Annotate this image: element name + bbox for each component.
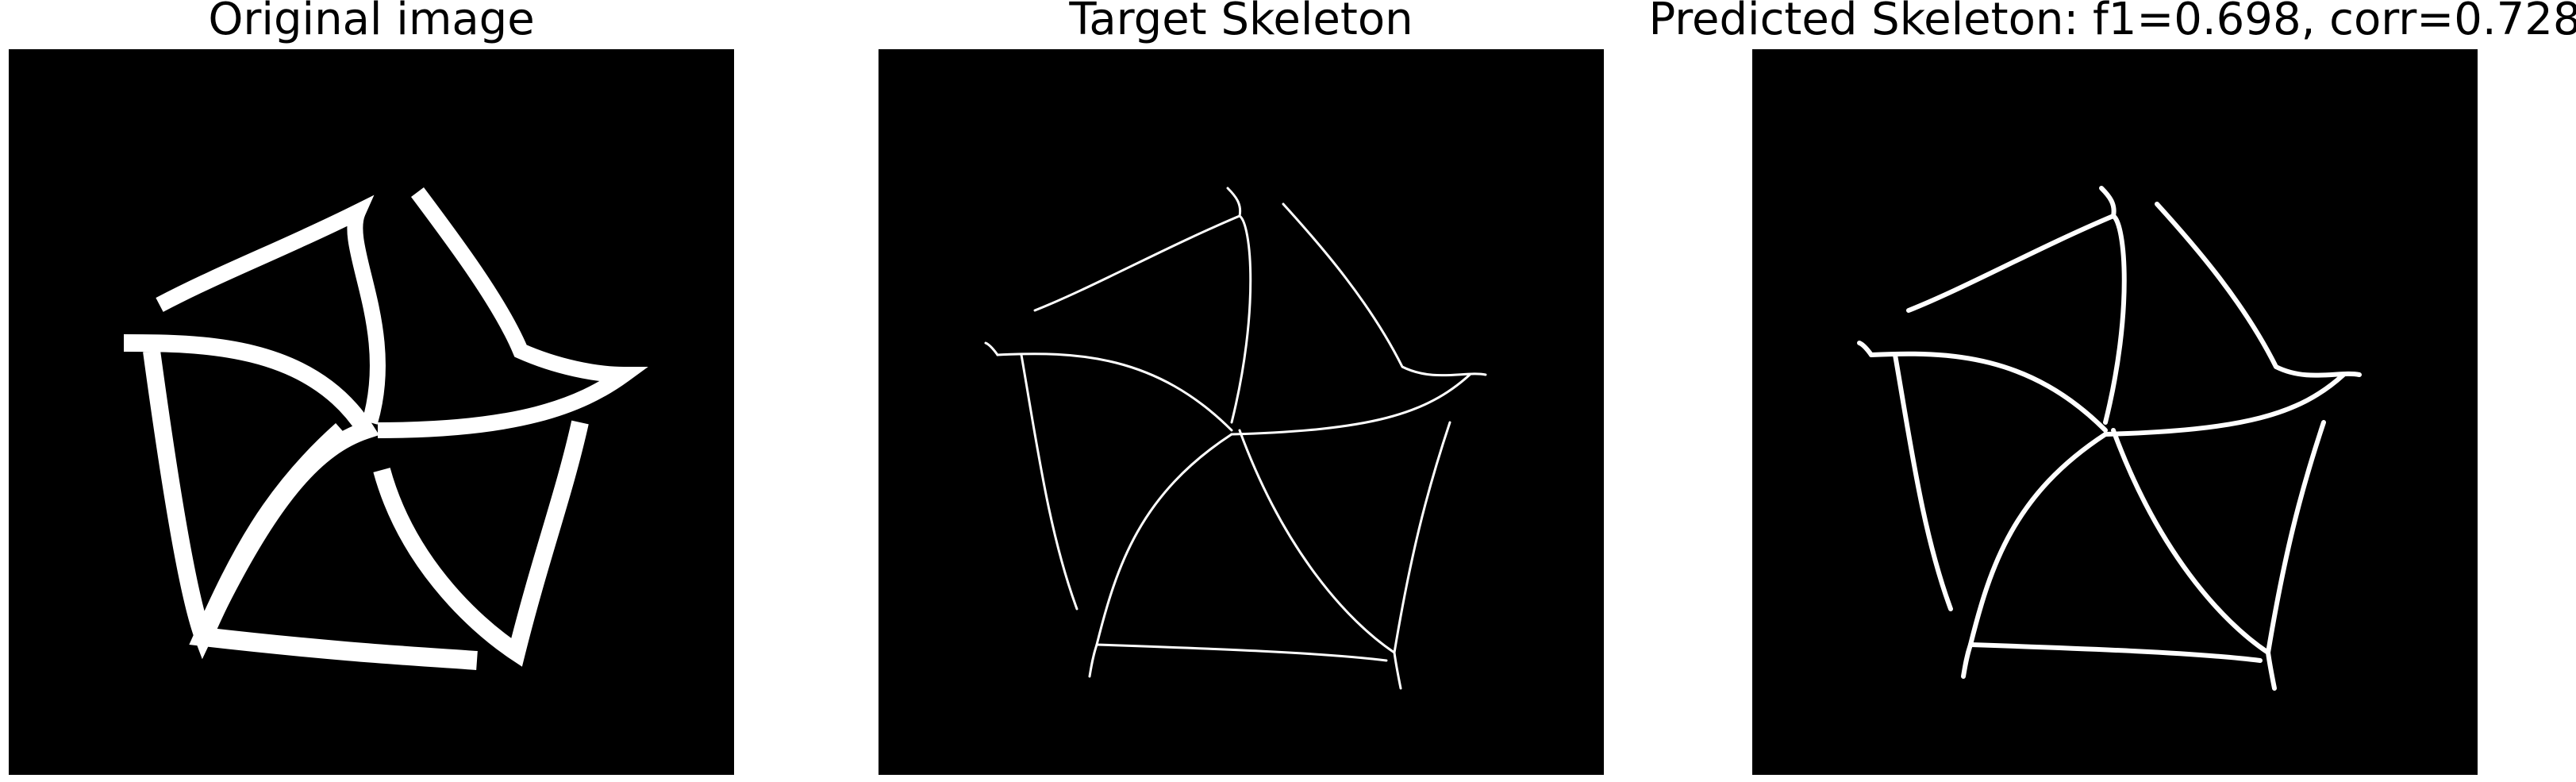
panel-title-original: Original image: [208, 0, 535, 45]
target-skeleton-figure: [879, 49, 1604, 775]
target-skeleton-image: [879, 49, 1604, 775]
predicted-skeleton-image: [1752, 49, 2478, 775]
panel-title-predicted: Predicted Skeleton: f1=0.698, corr=0.728: [1648, 0, 2576, 45]
predicted-skeleton-figure: [1752, 49, 2478, 775]
original-image-figure: [9, 49, 734, 775]
original-image: [9, 49, 734, 775]
panel-title-target: Target Skeleton: [1069, 0, 1413, 45]
